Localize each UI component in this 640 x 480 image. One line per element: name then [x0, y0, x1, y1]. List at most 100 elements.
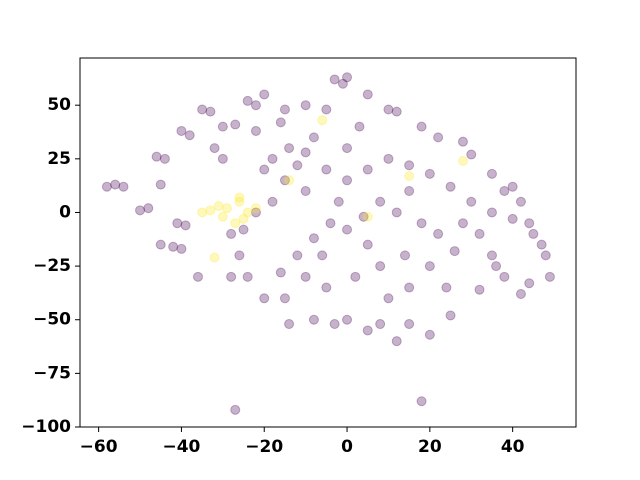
point	[292, 160, 303, 171]
point	[325, 218, 336, 229]
point	[536, 239, 547, 250]
point	[404, 160, 415, 171]
point	[433, 228, 444, 239]
point	[176, 243, 187, 254]
point	[197, 207, 208, 218]
point	[180, 220, 191, 231]
point	[118, 181, 129, 192]
point	[300, 100, 311, 111]
point	[213, 201, 224, 212]
point	[275, 117, 286, 128]
point	[308, 314, 319, 325]
point	[321, 104, 332, 115]
point	[333, 196, 344, 207]
point	[159, 153, 170, 164]
point	[209, 252, 220, 263]
point	[242, 271, 253, 282]
point	[383, 104, 394, 115]
point	[184, 130, 195, 141]
point	[515, 288, 526, 299]
x-tick-label: 40	[501, 437, 525, 457]
point	[358, 211, 369, 222]
point	[238, 213, 249, 224]
point	[391, 336, 402, 347]
point	[507, 181, 518, 192]
point	[507, 213, 518, 224]
point	[540, 250, 551, 261]
y-tick-label: −75	[33, 363, 71, 383]
point	[155, 179, 166, 190]
point	[279, 104, 290, 115]
x-tick-label: −60	[80, 437, 118, 457]
point	[383, 153, 394, 164]
point	[168, 241, 179, 252]
point	[317, 115, 328, 126]
point	[242, 95, 253, 106]
point	[342, 314, 353, 325]
point	[486, 250, 497, 261]
point	[300, 147, 311, 158]
point	[250, 207, 261, 218]
point	[433, 132, 444, 143]
point	[242, 207, 253, 218]
point	[375, 319, 386, 330]
point	[499, 271, 510, 282]
point	[391, 207, 402, 218]
point	[300, 271, 311, 282]
point	[424, 261, 435, 272]
point	[350, 271, 361, 282]
y-tick-label: 50	[47, 95, 71, 115]
point	[524, 218, 535, 229]
y-tick-label: 0	[59, 202, 71, 222]
point	[279, 175, 290, 186]
point	[342, 224, 353, 235]
point	[404, 282, 415, 293]
point	[474, 228, 485, 239]
point	[375, 196, 386, 207]
point	[143, 203, 154, 214]
point	[205, 205, 216, 216]
point	[226, 271, 237, 282]
point	[391, 106, 402, 117]
point	[400, 250, 411, 261]
point	[342, 143, 353, 154]
point	[197, 104, 208, 115]
point	[466, 196, 477, 207]
point	[362, 239, 373, 250]
point	[416, 396, 427, 407]
point	[267, 153, 278, 164]
point	[317, 250, 328, 261]
point	[230, 218, 241, 229]
point	[101, 181, 112, 192]
x-tick-label: −20	[245, 437, 283, 457]
point	[416, 218, 427, 229]
plot-frame	[79, 57, 577, 428]
point	[230, 119, 241, 130]
point	[205, 106, 216, 117]
point	[259, 89, 270, 100]
point	[151, 151, 162, 162]
point	[155, 239, 166, 250]
point	[230, 404, 241, 415]
point	[234, 250, 245, 261]
point	[354, 121, 365, 132]
point	[267, 196, 278, 207]
point	[221, 203, 232, 214]
point	[486, 207, 497, 218]
point	[404, 186, 415, 197]
point	[217, 211, 228, 222]
point	[329, 74, 340, 85]
point	[528, 228, 539, 239]
point	[284, 143, 295, 154]
point	[209, 143, 220, 154]
point	[499, 186, 510, 197]
y-tick-label: −100	[21, 417, 71, 437]
point	[172, 218, 183, 229]
point	[176, 125, 187, 136]
point	[292, 250, 303, 261]
point	[342, 72, 353, 83]
point	[362, 89, 373, 100]
y-tick-label: −25	[33, 256, 71, 276]
point	[457, 136, 468, 147]
point	[110, 179, 121, 190]
